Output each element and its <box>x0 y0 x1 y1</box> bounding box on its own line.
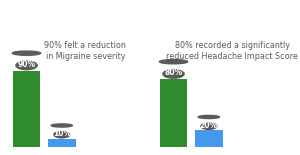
Ellipse shape <box>198 115 219 119</box>
Text: 80% recorded a significantly
reduced Headache Impact Score: 80% recorded a significantly reduced Hea… <box>167 41 298 61</box>
Ellipse shape <box>163 70 184 78</box>
FancyBboxPatch shape <box>160 79 188 147</box>
FancyBboxPatch shape <box>48 139 76 147</box>
FancyBboxPatch shape <box>195 130 223 147</box>
Text: 10%: 10% <box>53 129 71 138</box>
Ellipse shape <box>16 61 37 70</box>
Text: 80%: 80% <box>164 68 183 77</box>
Ellipse shape <box>51 124 72 127</box>
Text: 90%: 90% <box>17 60 36 69</box>
Text: 90% felt a reduction
in Migraine severity: 90% felt a reduction in Migraine severit… <box>44 41 126 61</box>
Ellipse shape <box>12 51 40 55</box>
Text: 20%: 20% <box>200 121 218 130</box>
Ellipse shape <box>159 60 188 64</box>
FancyBboxPatch shape <box>13 71 40 147</box>
Ellipse shape <box>201 123 217 129</box>
Ellipse shape <box>54 131 70 138</box>
